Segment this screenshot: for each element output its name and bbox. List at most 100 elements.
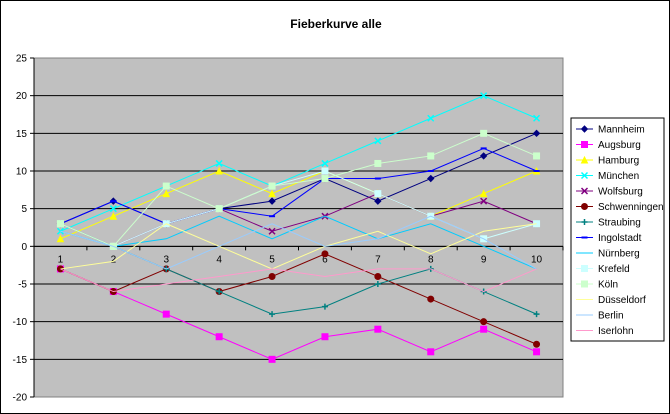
- series-10-point: [321, 175, 329, 183]
- legend-label: Augsburg: [598, 140, 641, 151]
- series-4-point: [268, 227, 276, 235]
- series-1-point: [374, 325, 382, 333]
- legend-label: Hamburg: [598, 156, 639, 167]
- legend-swatch-marker: [580, 155, 589, 164]
- legend-swatch-marker: [581, 219, 588, 225]
- series-5-point: [427, 295, 435, 303]
- series-0-point: [374, 197, 382, 205]
- x-tick-label: 9: [481, 254, 487, 265]
- series-10-point: [533, 152, 541, 160]
- series-6-point: [321, 303, 328, 310]
- y-tick-label: -20: [13, 393, 28, 404]
- legend-item: Nürnberg: [576, 249, 640, 260]
- legend-swatch-marker: [580, 187, 589, 195]
- series-3-point: [215, 159, 223, 167]
- series-10: [56, 129, 541, 250]
- series-2-point: [215, 166, 223, 175]
- series-5-point: [374, 272, 382, 280]
- series-5: [56, 250, 541, 348]
- x-tick-label: 8: [428, 254, 434, 265]
- legend-swatch-marker: [581, 280, 588, 288]
- series-group: [56, 92, 541, 363]
- series-6-point: [216, 288, 223, 295]
- legend-label: Nürnberg: [598, 249, 640, 260]
- series-0-point: [479, 152, 488, 160]
- series-13: [60, 268, 537, 293]
- legend-item: Köln: [576, 280, 618, 291]
- series-3-point: [427, 114, 435, 122]
- series-2-point: [479, 189, 488, 198]
- y-tick-label: 0: [21, 242, 27, 253]
- legend-item: Wolfsburg: [576, 187, 643, 198]
- legend-item: München: [576, 171, 639, 182]
- legend-item: Düsseldorf: [576, 295, 646, 306]
- legend-swatch-marker: [581, 265, 588, 272]
- y-tick-label: -10: [13, 317, 28, 328]
- series-10-point: [480, 129, 488, 137]
- series-3-point: [533, 114, 541, 122]
- series-10-point: [162, 182, 170, 190]
- series-4-point: [480, 197, 488, 205]
- series-10-point: [56, 220, 64, 228]
- grid-lines: [34, 95, 563, 360]
- legend-label: Schwenningen: [598, 202, 664, 213]
- legend-swatch-marker: [581, 141, 588, 148]
- series-1-point: [427, 348, 435, 356]
- series-10-point: [427, 152, 435, 160]
- legend-item: Straubing: [576, 218, 641, 229]
- series-5-line: [60, 253, 537, 345]
- series-10-point: [268, 182, 276, 190]
- y-tick-label: -15: [13, 355, 28, 366]
- y-tick-label: 15: [16, 129, 28, 140]
- y-tick-label: 5: [21, 204, 27, 215]
- legend-box: [570, 117, 665, 342]
- series-2-point: [268, 189, 276, 198]
- series-10-point: [374, 159, 382, 167]
- x-tick-label: 3: [163, 254, 169, 265]
- series-12-line: [60, 215, 537, 270]
- legend-label: Ingolstadt: [598, 233, 642, 244]
- series-2-point: [56, 234, 65, 243]
- series-7-line: [60, 147, 537, 225]
- series-1-point: [533, 348, 541, 356]
- legend-label: Wolfsburg: [598, 187, 643, 198]
- legend-item: Berlin: [576, 311, 624, 322]
- legend-label: Iserlohn: [598, 326, 634, 337]
- y-tick-label: 20: [16, 91, 28, 102]
- axes: -20 -15 -10 -5 0 5 10 15 20 25 1 2 3 4 5 6 7 8 9 10: [13, 54, 564, 404]
- legend-label: Straubing: [598, 218, 641, 229]
- x-tick-label: 2: [111, 254, 117, 265]
- series-0-point: [268, 197, 276, 205]
- series-1-point: [162, 310, 170, 318]
- series-1-point: [268, 355, 276, 363]
- legend: Mannheim Augsburg Hamburg München Wolfsburg S…: [570, 117, 665, 342]
- legend-item: Mannheim: [576, 125, 645, 136]
- series-10-line: [60, 132, 537, 247]
- series-6-point: [374, 281, 381, 287]
- series-5-point: [533, 340, 541, 348]
- series-2-point: [109, 212, 118, 220]
- x-tick-label: 5: [269, 254, 275, 265]
- series-1-line: [60, 268, 537, 360]
- series-9-point: [321, 167, 329, 175]
- x-tick-label: 6: [322, 254, 328, 265]
- x-tick-label: 10: [531, 254, 543, 265]
- series-3-point: [480, 92, 488, 100]
- series-2-point: [162, 189, 171, 198]
- legend-item: Krefeld: [576, 264, 630, 275]
- series-3-line: [60, 95, 537, 232]
- legend-label: Köln: [598, 280, 618, 291]
- series-0-point: [532, 129, 541, 138]
- series-5-point: [268, 272, 276, 280]
- series-6-point: [533, 311, 540, 318]
- legend-item: Iserlohn: [576, 326, 634, 337]
- series-1-point: [480, 325, 488, 333]
- series-1-point: [321, 333, 329, 341]
- legend-item: Augsburg: [576, 140, 641, 151]
- chart-title: Fieberkurve alle: [290, 17, 382, 31]
- legend-item: Hamburg: [576, 156, 639, 167]
- legend-label: Mannheim: [598, 125, 645, 136]
- series-9-point: [374, 190, 382, 198]
